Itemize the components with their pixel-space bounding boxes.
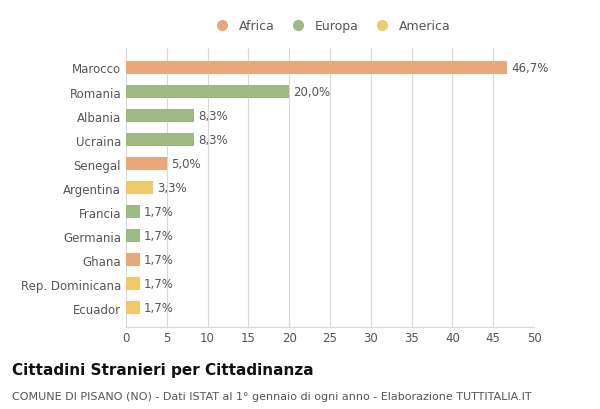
Text: 3,3%: 3,3% — [157, 182, 187, 195]
Text: 1,7%: 1,7% — [144, 301, 174, 315]
Bar — [126, 301, 140, 315]
Bar — [126, 86, 289, 99]
Bar — [126, 110, 194, 123]
Bar — [126, 205, 140, 219]
Text: Cittadini Stranieri per Cittadinanza: Cittadini Stranieri per Cittadinanza — [12, 362, 314, 377]
Text: 1,7%: 1,7% — [144, 229, 174, 243]
Bar — [126, 229, 140, 243]
Bar — [126, 62, 507, 75]
Text: 8,3%: 8,3% — [198, 134, 227, 147]
Text: COMUNE DI PISANO (NO) - Dati ISTAT al 1° gennaio di ogni anno - Elaborazione TUT: COMUNE DI PISANO (NO) - Dati ISTAT al 1°… — [12, 391, 532, 400]
Text: 1,7%: 1,7% — [144, 278, 174, 290]
Text: 1,7%: 1,7% — [144, 206, 174, 218]
Bar — [126, 277, 140, 290]
Bar — [126, 157, 167, 171]
Legend: Africa, Europa, America: Africa, Europa, America — [205, 16, 455, 37]
Bar — [126, 134, 194, 147]
Text: 8,3%: 8,3% — [198, 110, 227, 123]
Text: 5,0%: 5,0% — [171, 158, 200, 171]
Text: 20,0%: 20,0% — [293, 86, 331, 99]
Bar — [126, 254, 140, 267]
Text: 1,7%: 1,7% — [144, 254, 174, 267]
Text: 46,7%: 46,7% — [511, 62, 548, 75]
Bar — [126, 182, 153, 195]
